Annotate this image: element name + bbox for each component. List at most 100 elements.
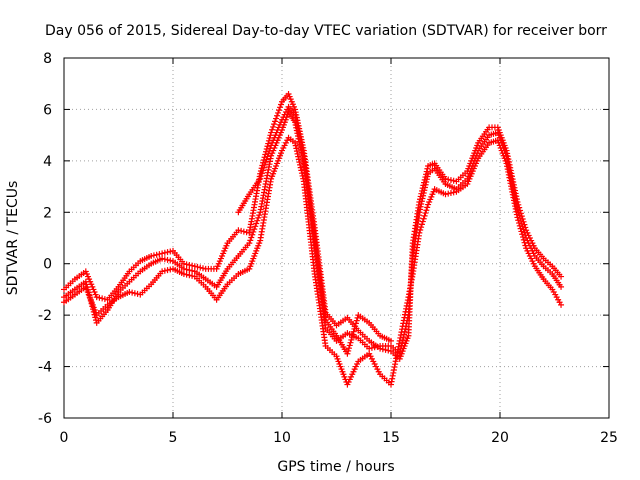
data-point xyxy=(164,256,171,263)
data-point xyxy=(558,283,565,290)
data-point xyxy=(418,201,425,208)
y-tick-label: -4 xyxy=(38,360,52,376)
data-point xyxy=(344,350,351,357)
data-point xyxy=(423,178,430,185)
data-point xyxy=(255,214,262,221)
y-tick-label: -6 xyxy=(38,411,52,427)
data-point xyxy=(352,323,359,330)
axis-ticks: 0 5 10 15 20 25 -6 -4 -2 0 2 4 6 8 xyxy=(38,51,618,446)
data-point xyxy=(238,227,245,234)
data-point xyxy=(351,325,358,332)
x-axis-label: GPS time / hours xyxy=(277,459,394,475)
data-point xyxy=(148,253,155,259)
chart-title: Day 056 of 2015, Sidereal Day-to-day VTE… xyxy=(45,23,607,39)
data-point xyxy=(424,173,431,180)
data-point xyxy=(131,290,138,297)
data-point xyxy=(180,265,187,272)
data-point xyxy=(292,139,299,146)
y-tick-label: 2 xyxy=(43,205,52,221)
data-point xyxy=(293,148,300,155)
y-tick-label: -2 xyxy=(38,308,52,324)
data-point xyxy=(421,212,428,219)
data-point xyxy=(417,227,424,234)
data-point xyxy=(421,187,428,194)
data-point xyxy=(374,343,381,350)
data-point xyxy=(259,167,266,174)
data-point xyxy=(269,126,276,133)
data-point xyxy=(150,252,157,259)
data-point xyxy=(159,255,166,262)
data-point xyxy=(189,262,196,269)
data-point xyxy=(273,115,280,122)
y-tick-label: 8 xyxy=(43,51,52,67)
data-point xyxy=(417,203,424,210)
data-point xyxy=(159,268,166,275)
data-point xyxy=(159,250,166,257)
data-point xyxy=(274,112,281,119)
data-point xyxy=(183,266,190,273)
data-point xyxy=(265,150,272,157)
data-point xyxy=(164,267,171,274)
data-point xyxy=(416,209,423,216)
data-point xyxy=(180,271,187,277)
data-point xyxy=(519,231,526,238)
x-tick-label: 25 xyxy=(600,430,618,446)
data-point xyxy=(421,184,428,191)
data-point xyxy=(266,148,273,154)
data-point xyxy=(247,237,254,244)
data-point xyxy=(189,272,196,279)
data-point xyxy=(129,289,136,296)
data-point xyxy=(515,217,522,224)
data-point xyxy=(420,192,427,199)
data-point xyxy=(516,220,523,227)
data-point xyxy=(101,296,108,303)
data-point xyxy=(186,272,193,279)
data-point xyxy=(267,132,274,139)
data-point xyxy=(345,347,352,354)
data-point xyxy=(250,228,257,235)
data-point xyxy=(258,173,265,180)
data-point xyxy=(197,264,204,271)
data-point xyxy=(424,165,431,172)
data-point xyxy=(296,159,303,166)
plot-frame xyxy=(63,57,610,419)
data-point xyxy=(240,228,247,235)
series-trace-3 xyxy=(61,134,565,388)
data-point xyxy=(262,159,269,166)
data-point xyxy=(256,212,263,219)
data-point xyxy=(445,190,452,197)
data-point xyxy=(518,228,525,235)
data-point xyxy=(126,289,133,295)
data-point xyxy=(191,263,198,270)
x-tick-label: 0 xyxy=(60,430,69,446)
data-point xyxy=(420,190,427,196)
data-point xyxy=(186,262,193,268)
data-point xyxy=(99,295,106,302)
data-point xyxy=(295,156,302,163)
data-point xyxy=(423,176,430,183)
data-point xyxy=(294,150,301,157)
data-point xyxy=(388,337,394,344)
data-point xyxy=(93,294,100,301)
data-point xyxy=(346,342,353,349)
data-point xyxy=(558,273,565,280)
data-point xyxy=(259,170,266,177)
data-point xyxy=(161,249,168,256)
data-point xyxy=(264,153,271,160)
data-point xyxy=(418,221,425,228)
data-point xyxy=(235,227,242,234)
data-point xyxy=(447,190,454,196)
data-point xyxy=(352,320,359,327)
data-point xyxy=(349,331,356,338)
data-point xyxy=(450,177,457,184)
data-point xyxy=(442,191,449,198)
data-point xyxy=(419,218,426,225)
data-point xyxy=(368,344,375,351)
data-point xyxy=(156,251,163,258)
data-point xyxy=(366,345,373,352)
data-point xyxy=(416,229,423,236)
data-point xyxy=(252,223,259,230)
data-point xyxy=(353,317,360,324)
data-point xyxy=(183,271,190,278)
